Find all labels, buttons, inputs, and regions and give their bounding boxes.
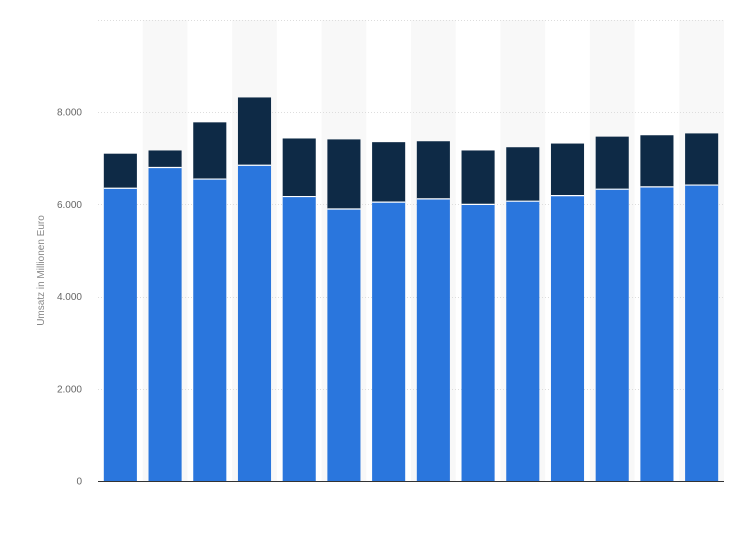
bars — [103, 97, 719, 482]
bar-segment-lower — [282, 196, 316, 482]
y-tick-label: 8.000 — [57, 108, 82, 119]
bar-segment-upper — [416, 141, 450, 199]
bar-segment-lower — [372, 202, 406, 481]
bar-segment-upper — [595, 136, 629, 190]
bar-segment-upper — [103, 153, 137, 189]
bar-segment-lower — [595, 189, 629, 481]
bar-segment-upper — [372, 142, 406, 203]
bar-segment-upper — [640, 135, 674, 187]
bar-segment-upper — [506, 147, 540, 202]
bar-segment-lower — [237, 165, 272, 481]
bar-segment-upper — [237, 97, 272, 166]
gridlines — [98, 20, 724, 390]
bar-segment-upper — [550, 143, 585, 196]
bar-segment-upper — [148, 150, 182, 168]
bar-segment-lower — [506, 201, 540, 481]
y-tick-label: 6.000 — [57, 200, 82, 211]
bar-segment-upper — [193, 122, 227, 180]
bar-segment-upper — [282, 138, 316, 197]
y-tick-label: 2.000 — [57, 384, 82, 395]
y-axis-tick-labels: 0 2.000 4.000 6.000 8.000 — [57, 108, 82, 488]
bar-segment-lower — [327, 209, 361, 481]
bar-segment-upper — [327, 139, 361, 210]
bar-segment-upper — [461, 150, 495, 205]
bar-segment-lower — [640, 186, 674, 481]
bar-segment-lower — [461, 204, 495, 481]
y-axis-title: Umsatz in Millionen Euro — [36, 215, 47, 326]
y-tick-label: 0 — [76, 477, 82, 488]
bar-segment-upper — [685, 133, 719, 186]
y-tick-label: 4.000 — [57, 292, 82, 303]
bar-segment-lower — [103, 188, 137, 481]
bar-segment-lower — [685, 185, 719, 481]
bar-segment-lower — [416, 198, 450, 482]
bar-segment-lower — [193, 179, 227, 482]
bar-segment-lower — [148, 167, 182, 481]
bar-segment-lower — [550, 195, 585, 482]
